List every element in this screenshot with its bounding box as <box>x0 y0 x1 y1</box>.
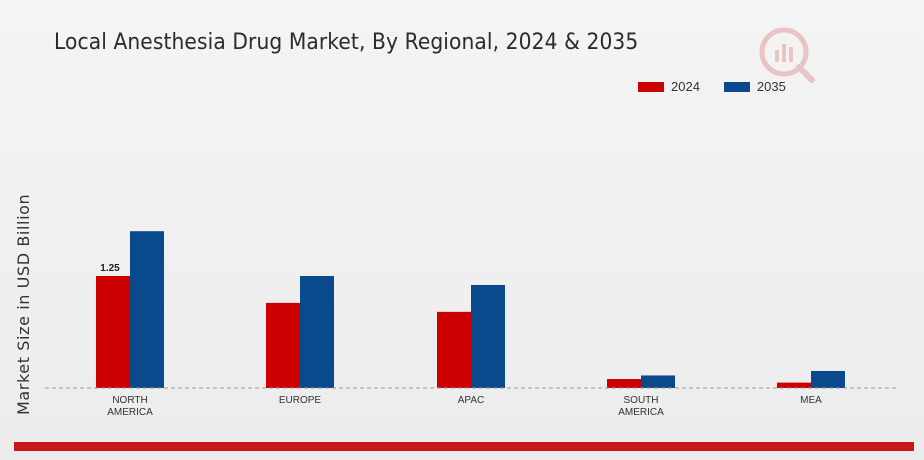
legend-swatch-2035 <box>723 81 750 92</box>
data-label-0: 1.25 <box>100 263 120 274</box>
market-research-logo-icon <box>759 27 815 83</box>
bar-2024-0 <box>96 276 130 388</box>
bar-2035-3 <box>641 375 675 388</box>
bar-2024-3 <box>607 379 641 388</box>
bar-2024-4 <box>777 382 811 388</box>
x-tick-label-3-0: SOUTH <box>624 395 659 406</box>
x-tick-label-0-0: NORTH <box>112 395 147 406</box>
chart-legend: 2024 2035 <box>638 79 786 94</box>
bar-2035-2 <box>471 284 505 388</box>
x-tick-label-4-0: MEA <box>800 395 822 406</box>
x-tick-label-2-0: APAC <box>458 395 485 406</box>
x-tick-label-3-1: AMERICA <box>618 407 664 418</box>
x-tick-label-0-1: AMERICA <box>107 407 153 418</box>
bar-2024-2 <box>437 311 471 388</box>
bar-2035-1 <box>300 276 334 388</box>
legend-label-2035: 2035 <box>756 79 786 94</box>
bar-2035-0 <box>130 231 164 388</box>
legend-item-2024: 2024 <box>638 79 700 94</box>
bar-2024-1 <box>266 302 300 388</box>
legend-item-2035: 2035 <box>723 79 786 94</box>
x-tick-label-1-0: EUROPE <box>279 395 322 406</box>
chart-title: Local Anesthesia Drug Market, By Regiona… <box>54 30 639 55</box>
bottom-accent-bar <box>14 442 914 451</box>
bar-2035-4 <box>811 370 845 388</box>
legend-label-2024: 2024 <box>671 79 700 94</box>
legend-swatch-2024 <box>638 81 664 92</box>
